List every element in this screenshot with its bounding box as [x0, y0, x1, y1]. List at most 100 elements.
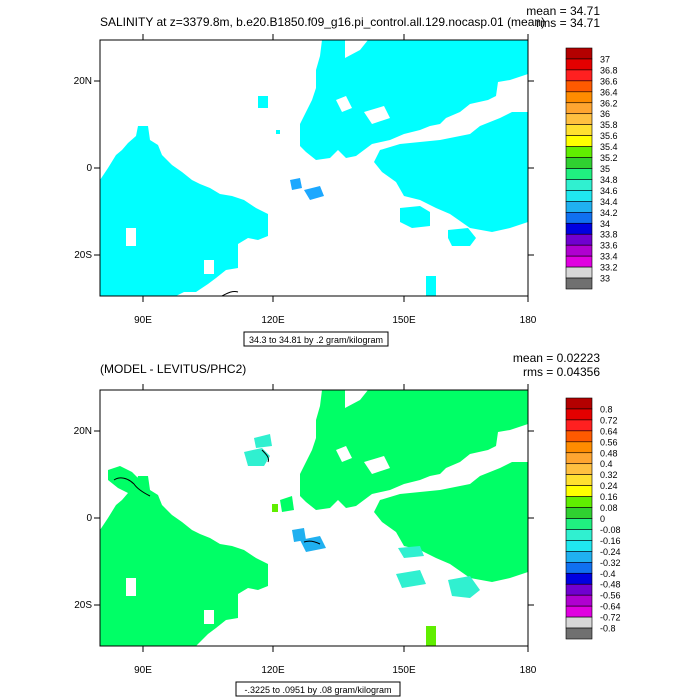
colorbar-label: 0.16	[600, 492, 618, 502]
panel1-contour-info-box: 34.3 to 34.81 by .2 gram/kilogram	[243, 331, 389, 347]
x-tick-label: 180	[520, 665, 537, 676]
x-tick-label: 120E	[261, 665, 285, 676]
colorbar-label: -0.08	[600, 525, 621, 535]
panel2-title: (MODEL - LEVITUS/PHC2)	[100, 362, 246, 376]
colorbar-swatch	[565, 540, 593, 552]
colorbar-swatch	[565, 124, 593, 136]
x-tick-label: 90E	[134, 665, 152, 676]
colorbar-label: 0	[600, 514, 605, 524]
colorbar-label: 33.6	[600, 241, 618, 251]
colorbar-swatch	[565, 441, 593, 454]
colorbar-label: -0.4	[600, 569, 616, 579]
colorbar-swatch	[565, 562, 593, 574]
y-tick-label: 0	[86, 513, 92, 524]
colorbar-label: 0.64	[600, 426, 618, 436]
panel2-contour-info-box: -.3225 to .0951 by .08 gram/kilogram	[235, 681, 401, 697]
x-tick-label: 150E	[392, 665, 416, 676]
colorbar-swatch	[565, 507, 593, 519]
y-tick-label: 0	[86, 163, 92, 174]
colorbar-label: 0.48	[600, 448, 618, 458]
colorbar-swatch	[565, 102, 593, 115]
colorbar-label: 0.4	[600, 459, 613, 469]
colorbar-label: -0.56	[600, 591, 621, 601]
colorbar-swatch	[565, 80, 593, 93]
colorbar-swatch	[565, 430, 593, 443]
x-tick-label: 180	[520, 315, 537, 326]
colorbar-swatch	[565, 266, 593, 279]
panel2-contours	[113, 449, 321, 545]
colorbar-swatch	[565, 605, 593, 618]
x-tick-label: 90E	[134, 315, 152, 326]
colorbar-label: 0.56	[600, 437, 618, 447]
colorbar-swatch	[565, 583, 593, 596]
panel1-title: SALINITY at z=3379.8m, b.e20.B1850.f09_g…	[100, 15, 545, 29]
panel1-contour-info: 34.3 to 34.81 by .2 gram/kilogram	[249, 335, 383, 345]
y-tick-label: 20N	[74, 426, 92, 437]
colorbar-label: 34.2	[600, 208, 618, 218]
colorbar-label: 33	[600, 274, 610, 284]
colorbar-label: 36.8	[600, 65, 618, 75]
panel1-rms: rms = 34.71	[536, 16, 600, 30]
colorbar-label: 35.4	[600, 142, 618, 152]
colorbar-swatch	[565, 190, 593, 202]
colorbar-swatch	[565, 518, 593, 530]
colorbar-swatch	[565, 594, 593, 607]
colorbar-label: 35.2	[600, 153, 618, 163]
panel1-colorbar: 3736.836.636.436.23635.835.635.435.23534…	[565, 47, 618, 290]
colorbar-swatch	[565, 572, 593, 585]
panel2-rms: rms = 0.04356	[523, 365, 600, 379]
colorbar-swatch	[565, 463, 593, 475]
colorbar-label: 37	[600, 54, 610, 64]
colorbar-swatch	[565, 551, 593, 563]
colorbar-label: 34	[600, 219, 610, 229]
colorbar-label: 33.4	[600, 252, 618, 262]
colorbar-label: -0.24	[600, 547, 621, 557]
panel2-cyan-patches	[244, 434, 480, 598]
panel1-mean: mean = 34.71	[526, 4, 600, 18]
colorbar-swatch	[565, 452, 593, 465]
colorbar-label: 0.24	[600, 481, 618, 491]
panel2-x-ticklabels: 90E 120E 150E 180	[134, 665, 537, 676]
difference-panel: (MODEL - LEVITUS/PHC2) mean = 0.02223 rm…	[74, 351, 621, 697]
colorbar-swatch	[565, 91, 593, 104]
panel1-map-field	[100, 40, 528, 297]
colorbar-label: -0.32	[600, 558, 621, 568]
y-tick-label: 20S	[74, 250, 92, 261]
colorbar-swatch	[565, 179, 593, 191]
colorbar-label: 33.8	[600, 230, 618, 240]
colorbar-swatch	[565, 157, 593, 169]
colorbar-swatch	[565, 58, 593, 71]
colorbar-swatch	[565, 222, 593, 235]
colorbar-label: -0.48	[600, 580, 621, 590]
panel2-map-field	[100, 390, 528, 646]
y-tick-label: 20N	[74, 76, 92, 87]
panel2-yellowgreen-patches	[272, 504, 278, 512]
colorbar-label: 35	[600, 164, 610, 174]
salinity-panel: SALINITY at z=3379.8m, b.e20.B1850.f09_g…	[74, 4, 618, 347]
colorbar-label: 36	[600, 109, 610, 119]
colorbar-swatch	[565, 113, 593, 125]
panel2-y-ticklabels: 20N 0 20S	[74, 426, 93, 611]
x-tick-label: 120E	[261, 315, 285, 326]
colorbar-swatch	[565, 168, 593, 180]
colorbar-label: 34.8	[600, 175, 618, 185]
colorbar-label: 35.8	[600, 120, 618, 130]
colorbar-swatch	[565, 233, 593, 246]
colorbar-swatch	[565, 408, 593, 421]
panel2-blue-patches	[292, 528, 326, 552]
colorbar-swatch	[565, 397, 593, 410]
colorbar-swatch	[565, 616, 593, 629]
panel2-colorbar: 0.80.720.640.560.480.40.320.240.160.080-…	[565, 397, 621, 640]
colorbar-label: 36.4	[600, 87, 618, 97]
colorbar-label: 35.6	[600, 131, 618, 141]
panel2-mean: mean = 0.02223	[513, 351, 600, 365]
panel1-y-ticklabels: 20N 0 20S	[74, 76, 93, 261]
colorbar-swatch	[565, 135, 593, 147]
colorbar-swatch	[565, 146, 593, 158]
panel1-ticks	[94, 34, 534, 302]
colorbar-label: 0.32	[600, 470, 618, 480]
colorbar-swatch	[565, 496, 593, 508]
colorbar-label: -0.8	[600, 624, 616, 634]
colorbar-swatch	[565, 277, 593, 290]
